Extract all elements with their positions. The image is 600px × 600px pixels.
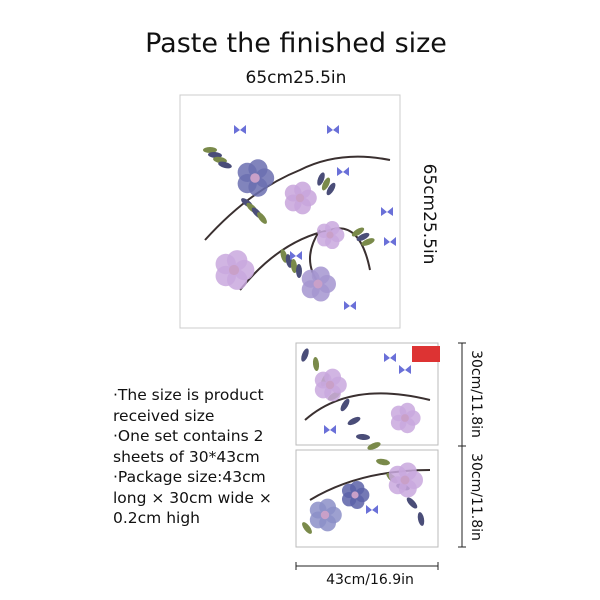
sheet-bottom-height: 30cm/11.8in bbox=[468, 453, 484, 541]
butterfly bbox=[384, 353, 396, 362]
main-height: 65cm25.5in bbox=[419, 164, 439, 265]
flower-center bbox=[400, 475, 410, 485]
butterfly bbox=[337, 167, 349, 176]
leaf bbox=[361, 238, 375, 246]
note: ·Package size:43cm long × 30cm wide × 0.… bbox=[113, 468, 272, 527]
butterfly bbox=[327, 125, 339, 134]
main-width: 65cm25.5in bbox=[246, 68, 347, 88]
floral-decoration bbox=[203, 125, 431, 534]
leaf bbox=[312, 357, 320, 371]
note: ·One set contains 2 sheets of 30*43cm bbox=[113, 427, 264, 466]
butterfly bbox=[234, 125, 246, 134]
leaf bbox=[326, 182, 336, 196]
leaf bbox=[257, 212, 267, 224]
leaf bbox=[203, 147, 217, 153]
leaf bbox=[302, 522, 312, 534]
butterfly bbox=[381, 207, 393, 216]
leaf bbox=[295, 264, 303, 278]
butterfly bbox=[324, 425, 336, 434]
title: Paste the finished size bbox=[145, 28, 447, 59]
stem bbox=[204, 155, 391, 241]
leaf bbox=[317, 172, 325, 186]
butterfly bbox=[366, 505, 378, 514]
leaf bbox=[290, 259, 298, 273]
sheet-width: 43cm/16.9in bbox=[326, 572, 414, 588]
leaf bbox=[356, 232, 370, 242]
flower-center bbox=[313, 279, 323, 289]
leaf bbox=[340, 398, 350, 412]
flower-center bbox=[295, 193, 305, 203]
leaf bbox=[218, 161, 232, 169]
leaf bbox=[356, 433, 370, 441]
stem bbox=[304, 392, 431, 421]
leaf bbox=[367, 442, 381, 450]
sheet-top-height: 30cm/11.8in bbox=[468, 350, 484, 438]
leaf bbox=[208, 151, 222, 159]
dimension-lines bbox=[295, 342, 466, 570]
flower-center bbox=[228, 264, 240, 276]
flower-center bbox=[250, 173, 260, 183]
notes: ·The size is product received size ·One … bbox=[113, 385, 278, 529]
butterfly bbox=[290, 251, 302, 260]
leaf bbox=[417, 512, 425, 526]
leaf bbox=[321, 177, 331, 191]
sheet-label bbox=[412, 346, 440, 362]
note: ·The size is product received size bbox=[113, 386, 264, 425]
flower-center bbox=[320, 510, 330, 520]
leaf bbox=[351, 227, 365, 237]
leaf bbox=[280, 249, 288, 263]
flower-center bbox=[401, 414, 409, 422]
flower-center bbox=[351, 491, 359, 499]
flower-center bbox=[325, 380, 335, 390]
leaf bbox=[213, 156, 227, 164]
flower-center bbox=[326, 231, 334, 239]
butterfly bbox=[384, 237, 396, 246]
leaf bbox=[301, 348, 309, 362]
main-decal-frame bbox=[179, 94, 401, 329]
butterfly bbox=[344, 301, 356, 310]
butterfly bbox=[399, 365, 411, 374]
leaf bbox=[347, 416, 361, 426]
leaf bbox=[376, 458, 390, 466]
leaf bbox=[406, 497, 418, 509]
